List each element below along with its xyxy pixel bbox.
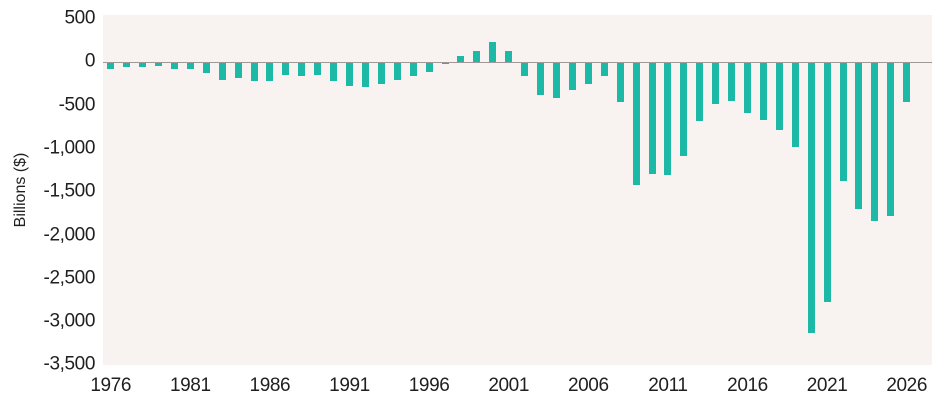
x-tick-label: 2016 [727,375,768,396]
bar-2023 [855,62,863,210]
bar-1993 [377,62,385,85]
y-tick-label: 0 [84,50,96,72]
bar-2011 [664,62,672,175]
bar-1991 [346,62,353,86]
bar-2014 [712,62,720,105]
bar-1988 [298,62,306,76]
bar-1981 [186,62,194,70]
bar-1998 [457,56,465,63]
x-tick-label: 2011 [648,375,688,396]
bar-1990 [330,62,338,82]
bar-2007 [600,62,608,77]
bar-1983 [218,62,226,81]
bar-2024 [871,62,879,222]
zero-baseline [103,61,932,64]
y-tick-label: 500 [64,7,95,29]
x-tick-label: 2026 [886,375,928,396]
y-axis-title: Billions ($) [12,152,29,228]
x-tick-label: 2001 [488,375,530,396]
bar-1977 [123,62,131,67]
bar-1994 [393,62,401,80]
y-tick-label: -500 [58,94,96,116]
bar-1978 [139,62,146,68]
bar-1984 [234,62,242,79]
y-tick-label: -1,500 [43,180,96,202]
y-tick-label: -1,000 [43,137,96,159]
bar-2002 [521,62,529,76]
bar-2015 [728,62,736,101]
x-tick-label: 2021 [806,375,848,396]
bar-1982 [202,62,210,74]
bar-2025 [887,62,895,216]
bar-1985 [250,62,258,81]
bar-2019 [791,62,799,148]
y-tick-label: -3,500 [43,353,96,375]
y-tick-label: -2,000 [43,224,96,246]
bar-2018 [775,62,783,130]
bar-2001 [505,51,513,63]
bar-1999 [473,51,481,63]
bar-2020 [807,62,815,334]
y-tick-label: -2,500 [43,267,96,289]
bar-2022 [839,62,847,182]
bar-1992 [361,62,369,88]
bar-2000 [489,41,497,63]
bar-2021 [823,62,831,303]
x-tick-label: 1996 [408,375,450,396]
bar-1980 [170,62,178,69]
bar-1989 [314,62,322,76]
bar-2004 [553,62,560,98]
bar-2009 [632,62,640,185]
bar-2012 [680,62,688,157]
x-tick-label: 2006 [567,375,609,396]
x-tick-label: 1981 [169,375,211,396]
x-tick-label: 1991 [329,375,370,396]
bar-1996 [425,62,433,72]
bar-2003 [537,62,544,95]
x-tick-label: 1976 [90,375,132,396]
bar-1987 [282,62,290,76]
bar-2006 [584,62,592,84]
plot-area [103,15,932,365]
bar-1995 [409,62,417,77]
bar-2005 [568,62,576,90]
bar-1986 [266,62,274,82]
bar-2026 [903,62,911,103]
y-tick-label: -3,000 [43,310,96,332]
bar-2017 [759,62,767,120]
bar-2016 [744,62,751,113]
x-tick-label: 1986 [249,375,291,396]
bar-1976 [107,62,115,69]
bar-2008 [616,62,624,102]
bar-2010 [648,62,656,175]
bar-2013 [696,62,704,122]
bar-1979 [155,62,162,66]
bar-1997 [441,62,449,65]
